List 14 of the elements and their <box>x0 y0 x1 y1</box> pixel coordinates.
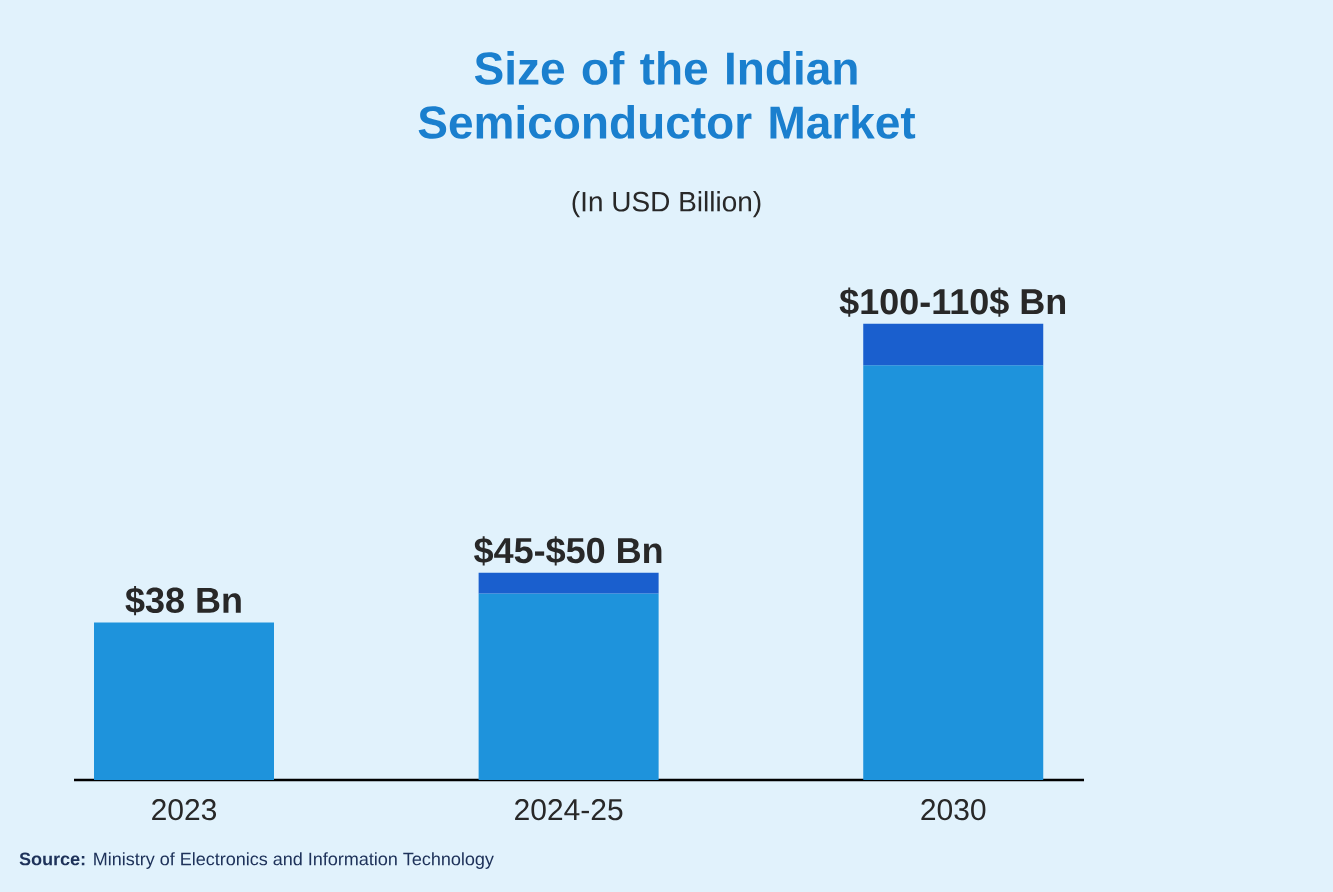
bar <box>94 622 274 780</box>
data-label: $45-$50 Bn <box>474 536 662 566</box>
chart-subtitle: (In USD Billion) <box>572 191 761 218</box>
data-label: $38 Bn <box>125 585 241 616</box>
bar <box>478 593 659 780</box>
x-tick-label: 2030 <box>921 799 986 821</box>
bar <box>863 323 1044 366</box>
data-label: $100-110$ Bn <box>839 287 1066 317</box>
text: Source: Ministry of Electronics and Information Technology <box>19 852 494 869</box>
x-tick-label: 2023 <box>152 799 217 821</box>
chart-title: Size of the Indian Semiconductor Market <box>418 51 916 139</box>
x-tick-label: 2024-25 <box>515 799 623 821</box>
bar <box>863 365 1044 780</box>
bar <box>478 572 659 594</box>
